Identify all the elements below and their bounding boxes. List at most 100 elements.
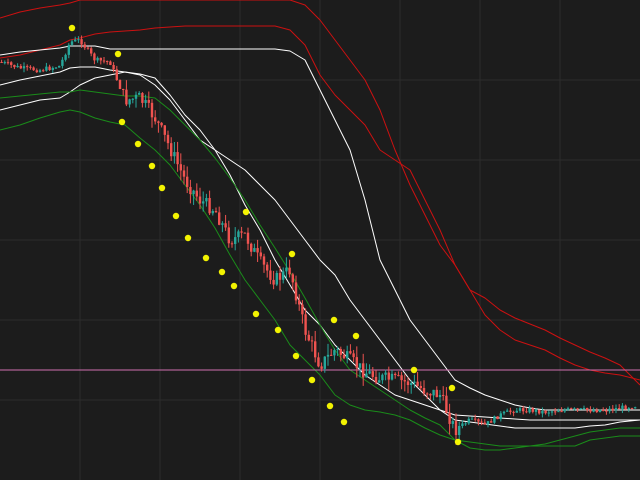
signal-dot [218, 268, 226, 276]
candle-bull [221, 223, 224, 225]
candle-bull [413, 381, 416, 384]
candle-bull [202, 201, 205, 204]
candle-bull [608, 408, 611, 412]
candle-bear [374, 376, 378, 383]
candle-bear [118, 80, 122, 89]
candle-bull [438, 394, 442, 398]
candle-bull [192, 190, 195, 195]
candle-bear [394, 373, 397, 376]
candle-bull [326, 354, 330, 357]
candle-bear [320, 366, 323, 369]
candle-bull [74, 39, 77, 42]
candle-bull [237, 231, 240, 238]
signal-dot [410, 366, 418, 374]
candle-bull [461, 423, 464, 426]
candle-bull [566, 408, 570, 410]
candle-bear [160, 122, 163, 126]
candle-bear [106, 60, 109, 62]
candle-bull [282, 271, 285, 280]
candle-bear [630, 408, 634, 410]
green-band-inner [0, 89, 640, 447]
candle-bull [634, 407, 637, 409]
signal-dot [148, 162, 156, 170]
candle-bear [349, 351, 352, 354]
candle-bear [602, 409, 605, 411]
candle-bear [605, 410, 608, 412]
candle-bull [467, 418, 470, 424]
candle-bull [358, 363, 362, 368]
candle-bear [355, 357, 358, 368]
candle-bear [595, 410, 598, 413]
candle-bear [163, 125, 166, 135]
candle-bull [541, 410, 544, 414]
signal-dot [292, 352, 300, 360]
signal-dot [134, 140, 142, 148]
candle-bear [182, 170, 186, 177]
candle-bear [246, 232, 250, 244]
candle-bear [403, 380, 406, 382]
candle-bear [330, 354, 333, 356]
signal-dot [340, 418, 348, 426]
candle-bear [426, 393, 429, 395]
candle-bear [589, 410, 592, 412]
candle-bear [272, 279, 275, 285]
candle-bear [416, 381, 419, 386]
candle-bull [134, 94, 138, 99]
candle-bear [525, 411, 528, 413]
candle-bear [35, 70, 38, 73]
candle-bear [6, 62, 10, 64]
candle-bull [234, 237, 237, 244]
candle-bull [451, 421, 454, 424]
candle-bear [227, 227, 230, 244]
candle-bull [515, 410, 518, 413]
candle-bear [125, 89, 128, 105]
candle-bear [19, 65, 22, 69]
signal-dot [308, 376, 316, 384]
signal-dot [352, 332, 360, 340]
upper-red-band-outer [0, 0, 640, 381]
candle-bull [592, 410, 595, 412]
candle-bear [611, 408, 614, 411]
candle-bear [0, 62, 3, 63]
signal-dot [68, 24, 76, 32]
candle-bear [362, 363, 365, 378]
signal-dot [288, 250, 296, 258]
candle-bull [614, 408, 618, 411]
candle-bear [208, 197, 211, 214]
signal-dot [242, 208, 250, 216]
candle-bull [368, 371, 371, 374]
candle-bear [554, 411, 557, 413]
signal-dot [274, 326, 282, 334]
candle-bear [198, 196, 202, 204]
candle-bear [250, 243, 253, 252]
candle-bear [448, 412, 451, 424]
candle-bear [298, 300, 301, 305]
candle-bull [253, 248, 256, 252]
candle-bear [112, 64, 115, 70]
candle-bear [189, 186, 192, 195]
candle-bear [93, 53, 96, 61]
candle-bull [323, 356, 326, 369]
candle-bear [304, 314, 307, 335]
candle-bull [573, 408, 576, 410]
candle-bear [291, 274, 294, 283]
candle-bull [528, 408, 531, 413]
candle-bear [48, 66, 51, 71]
candle-bull [144, 99, 147, 103]
candle-bull [458, 425, 461, 436]
candle-bear [179, 164, 182, 171]
candle-bull [275, 273, 278, 285]
candle-bear [90, 48, 93, 54]
signal-dot [330, 316, 338, 324]
candle-bull [333, 350, 336, 356]
signal-dot [252, 310, 260, 318]
candle-bear [170, 143, 173, 157]
candle-bear [42, 70, 45, 72]
candle-bull [378, 380, 381, 383]
candle-bull [205, 197, 208, 202]
candle-bear [150, 102, 154, 118]
candle-bear [218, 212, 221, 225]
candle-bear [29, 66, 32, 68]
candle-bear [477, 419, 480, 422]
